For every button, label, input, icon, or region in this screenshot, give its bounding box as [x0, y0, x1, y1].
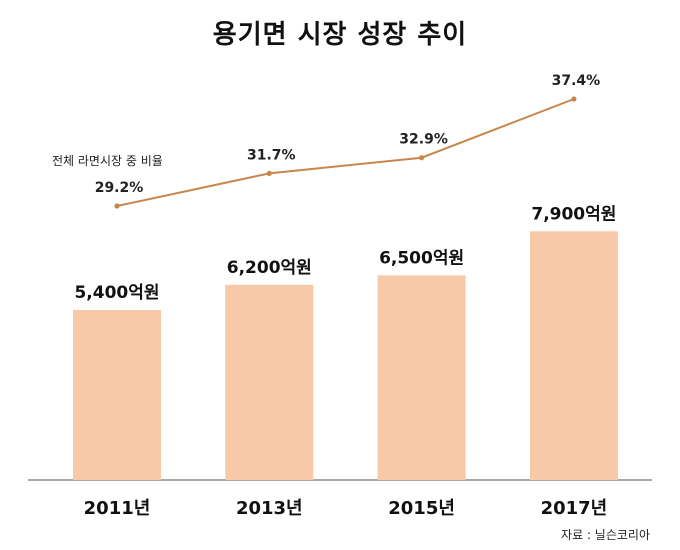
bar-3 [529, 231, 618, 480]
bar-2 [377, 275, 466, 480]
category-labels-group: 2011년 2013년 2015년 2017년 [84, 498, 608, 519]
category-label-3: 2017년 [541, 498, 608, 519]
category-label-1: 2013년 [236, 498, 303, 519]
bar-1 [225, 284, 314, 480]
category-label-0: 2011년 [84, 498, 151, 519]
bar-value-label-1: 6,200억원 [227, 258, 312, 278]
ratio-point-2 [419, 155, 425, 161]
chart-title: 용기면 시장 성장 추이 [212, 20, 468, 50]
bar-labels-group: 5,400억원 6,200억원 6,500억원 7,900억원 [74, 204, 616, 303]
ratio-labels-group: 29.2% 31.7% 32.9% 37.4% [95, 73, 600, 196]
ratio-point-0 [114, 203, 120, 209]
source-label: 자료 : 닐슨코리아 [561, 528, 650, 542]
ratio-value-label-0: 29.2% [95, 180, 144, 196]
ratio-point-3 [571, 96, 577, 102]
bar-value-label-3: 7,900억원 [531, 204, 616, 224]
ratio-line [116, 98, 575, 207]
ratio-value-label-2: 32.9% [399, 132, 448, 148]
ratio-series-label: 전체 라면시장 중 비율 [52, 154, 163, 168]
ratio-points-group [114, 96, 577, 209]
bars-group [73, 231, 618, 480]
bar-0 [73, 310, 161, 480]
bar-value-label-2: 6,500억원 [379, 248, 464, 268]
ratio-value-label-3: 37.4% [552, 73, 601, 89]
ratio-point-1 [266, 170, 272, 176]
bar-value-label-0: 5,400억원 [74, 283, 159, 303]
category-label-2: 2015년 [388, 498, 455, 519]
ratio-value-label-1: 31.7% [247, 147, 296, 163]
